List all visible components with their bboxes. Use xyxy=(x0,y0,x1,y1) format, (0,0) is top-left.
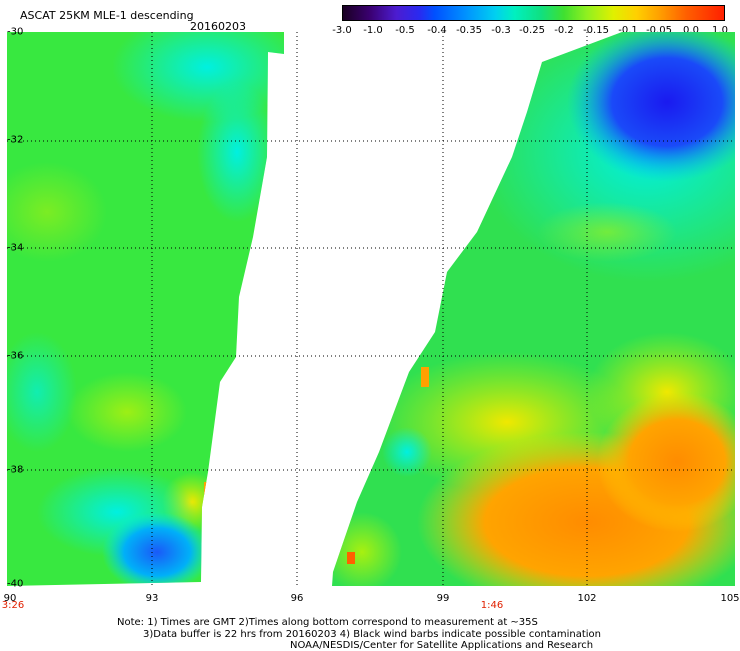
lon-label: 102 xyxy=(577,593,597,604)
east-swath xyxy=(332,32,735,586)
plot-title: ASCAT 25KM MLE-1 descending xyxy=(20,9,194,22)
colorbar-label: 1.0 xyxy=(712,25,728,36)
plot-date: 20160203 xyxy=(190,20,246,33)
lat-label: -34 xyxy=(7,242,24,254)
map-plot xyxy=(7,32,735,586)
lon-label: 105 xyxy=(720,593,740,604)
lat-label: -32 xyxy=(7,134,24,146)
colorbar xyxy=(342,5,725,21)
colorbar-label: 0.0 xyxy=(683,25,699,36)
lon-label: 90 xyxy=(3,593,17,604)
lon-label: 93 xyxy=(145,593,159,604)
colorbar-label: -1.0 xyxy=(363,25,383,36)
colorbar-label: -0.1 xyxy=(618,25,638,36)
colorbar-label: -0.5 xyxy=(395,25,415,36)
colorbar-label: -0.15 xyxy=(583,25,609,36)
lon-label: 96 xyxy=(290,593,304,604)
colorbar-label: -0.25 xyxy=(519,25,545,36)
colorbar-label: -0.2 xyxy=(554,25,574,36)
lat-label: -30 xyxy=(7,26,24,38)
west-swath xyxy=(7,32,284,586)
colorbar-label: -3.0 xyxy=(332,25,352,36)
colorbar-label: -0.3 xyxy=(491,25,511,36)
time-label: 3:26 xyxy=(1,600,25,611)
lon-label: 99 xyxy=(436,593,450,604)
colorbar-label: -0.35 xyxy=(456,25,482,36)
lat-label: -36 xyxy=(7,350,24,362)
note-line-1: Note: 1) Times are GMT 2)Times along bot… xyxy=(117,617,538,628)
note-line-3: NOAA/NESDIS/Center for Satellite Applica… xyxy=(290,640,594,651)
colorbar-label: -0.4 xyxy=(427,25,447,36)
note-line-2: 3)Data buffer is 22 hrs from 20160203 4)… xyxy=(143,629,601,640)
lat-label: -40 xyxy=(7,578,24,590)
time-label: 1:46 xyxy=(480,600,504,611)
lat-label: -38 xyxy=(7,464,24,476)
colorbar-label: -0.05 xyxy=(646,25,672,36)
graticule xyxy=(7,32,735,586)
